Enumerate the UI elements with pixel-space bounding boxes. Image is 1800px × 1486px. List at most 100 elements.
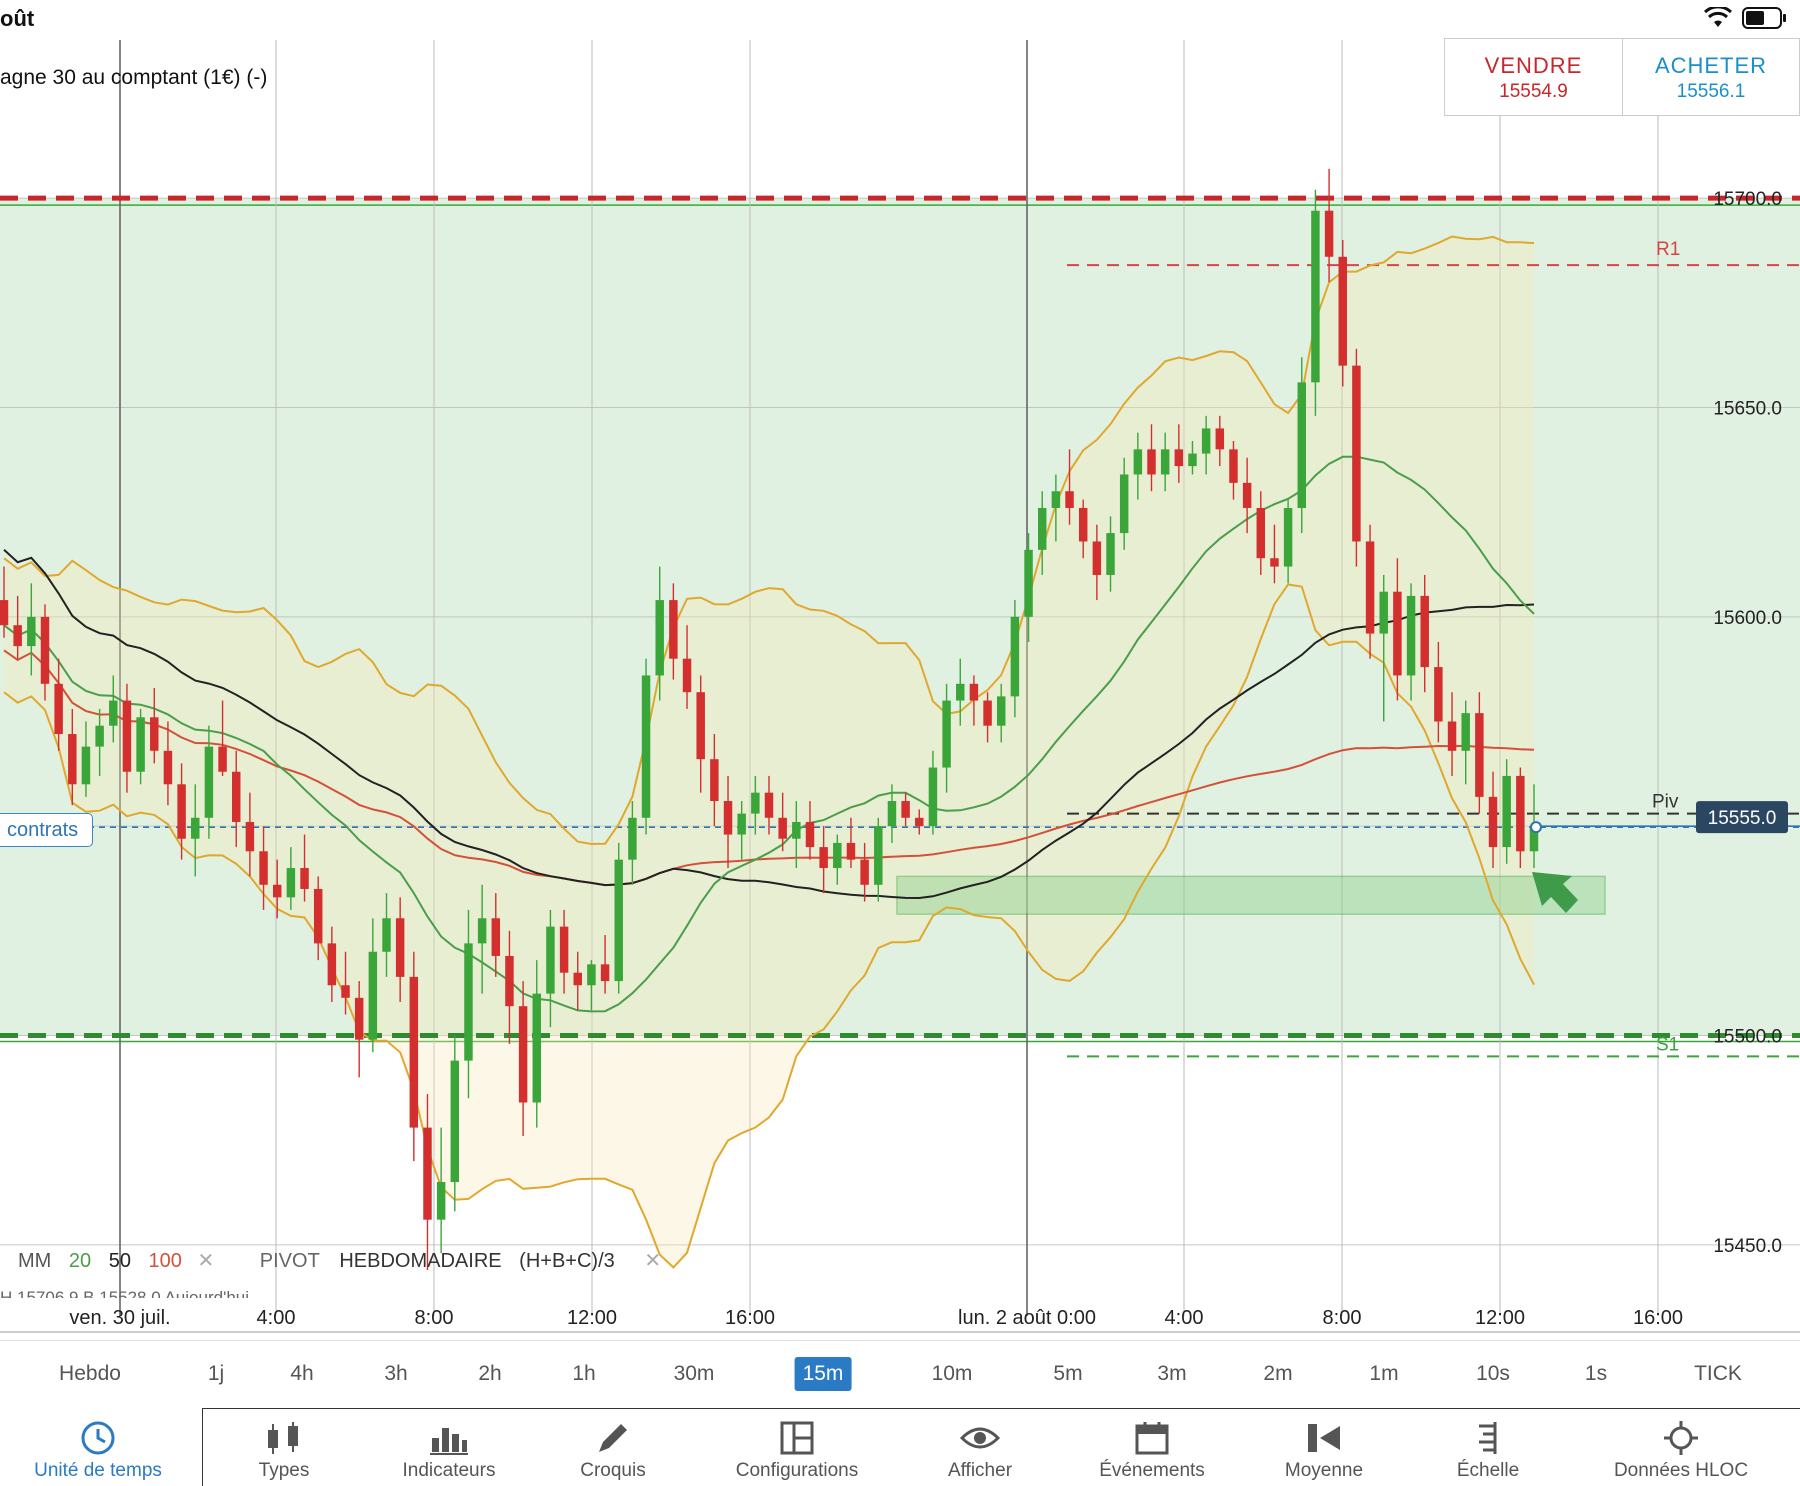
s1-label: S1 [1656, 1034, 1679, 1055]
buy-zone-box [896, 875, 1606, 915]
candle-down [1092, 541, 1102, 575]
timeframe-2h[interactable]: 2h [478, 1362, 502, 1385]
toolbar-pencil-button[interactable]: Croquis [523, 1420, 703, 1482]
x-axis-tick-label: 16:00 [725, 1307, 775, 1329]
candle-down [1324, 210, 1334, 257]
remove-pivot-close-icon[interactable]: ✕ [644, 1250, 662, 1272]
timeframe-3h[interactable]: 3h [384, 1362, 408, 1385]
candle-down [901, 801, 910, 818]
pivot-formula: (H+B+C)/3 [519, 1250, 615, 1272]
ma-100-label: 100 [148, 1250, 182, 1272]
candle-down [1270, 558, 1279, 567]
candles-icon [194, 1420, 374, 1456]
candle-up [751, 792, 760, 814]
candle-up [874, 826, 883, 885]
candle-down [1174, 449, 1184, 467]
ma-50-line [3, 549, 1535, 900]
candle-down [259, 851, 268, 885]
candle-up [833, 842, 842, 869]
candle-down [1447, 721, 1457, 751]
x-axis-tick-label: ven. 30 juil. [69, 1307, 170, 1329]
toolbar-candles-button[interactable]: Types [194, 1420, 374, 1482]
chart-canvas[interactable]: 15450.015500.015550.015600.015650.015700… [0, 0, 1800, 1340]
position-contracts-label: contrats [7, 819, 79, 841]
candle-down [723, 801, 733, 835]
timeframe-2m[interactable]: 2m [1263, 1362, 1293, 1385]
timeframe-10s[interactable]: 10s [1476, 1362, 1510, 1385]
candle-down [409, 976, 419, 1128]
buy-price: 15556.1 [1676, 81, 1746, 102]
last-price-marker [1530, 821, 1542, 834]
toolbar-label: Croquis [580, 1460, 646, 1481]
candle-up [655, 600, 664, 676]
timeframe-30m[interactable]: 30m [673, 1362, 715, 1385]
y-axis-tick-label: 15600.0 [1713, 608, 1782, 629]
toolbar-bar-chart-button[interactable]: Indicateurs [359, 1420, 539, 1482]
timeframe-3m[interactable]: 3m [1157, 1362, 1187, 1385]
hloc-readout: H 15706.9 B 15528.0 Aujourd'hui [0, 1288, 249, 1298]
candle-up [136, 717, 145, 772]
candle-down [54, 683, 63, 735]
toolbar-layout-button[interactable]: Configurations [707, 1420, 887, 1482]
candle-down [1434, 667, 1443, 722]
candle-up [1529, 826, 1539, 852]
timeframe-bar: Hebdo 1j 4h 3h 2h 1h 30m 15m 10m 5m 3m 2m 1m 10s 1s TIC… [0, 1340, 1800, 1407]
timeframe-1s[interactable]: 1s [1584, 1362, 1608, 1385]
x-axis-tick-label: 16:00 [1633, 1307, 1683, 1329]
candle-down [805, 821, 815, 848]
candle-down [150, 717, 159, 751]
candle-down [1393, 591, 1402, 676]
y-axis-tick-label: 15500.0 [1713, 1026, 1782, 1047]
candle-down [1516, 775, 1525, 852]
candle-up [1406, 595, 1416, 676]
timeframe-15m[interactable]: 15m [794, 1357, 852, 1391]
toolbar-label: Échelle [1456, 1460, 1520, 1481]
toolbar-label: Données HLOC [1613, 1460, 1749, 1481]
candle-down [600, 964, 610, 982]
toolbar-eye-button[interactable]: Afficher [890, 1420, 1070, 1482]
toolbar-calendar-button[interactable]: Événements [1062, 1420, 1242, 1482]
candle-down [300, 868, 309, 889]
candle-down [1352, 365, 1361, 542]
candle-down [313, 888, 323, 944]
candle-down [1488, 796, 1498, 848]
candle-up [996, 696, 1006, 726]
bollinger-lower [3, 583, 1535, 1269]
candle-down [559, 926, 569, 973]
toolbar-clock-button[interactable]: Unité de temps [8, 1420, 188, 1482]
candle-up [1283, 507, 1293, 567]
candle-down [846, 842, 856, 860]
candle-up [368, 951, 378, 1040]
candle-down [1256, 507, 1266, 559]
bottom-toolbar: Unité de temps Types Indicateurs Croquis Con… [0, 1408, 1800, 1486]
timeframe-1h[interactable]: 1h [572, 1362, 596, 1385]
sell-button[interactable]: VENDRE 15554.9 [1444, 38, 1623, 116]
timeframe-1m[interactable]: 1m [1369, 1362, 1399, 1385]
toolbar-label: Configurations [735, 1460, 859, 1481]
timeframe-1j[interactable]: 1j [207, 1362, 225, 1385]
x-axis-tick-label: 4:00 [1165, 1307, 1204, 1329]
candle-down [1229, 449, 1238, 483]
candle-up [792, 821, 801, 839]
price-tag-value: 15555.0 [1708, 808, 1777, 829]
remove-ma-close-icon[interactable]: ✕ [197, 1250, 215, 1272]
toolbar-scale-button[interactable]: Échelle [1398, 1420, 1578, 1482]
candle-up [1311, 210, 1320, 383]
candle-down [163, 750, 173, 785]
price-chart[interactable]: 15450.015500.015550.015600.015650.015700… [0, 0, 1800, 1340]
toolbar-crosshair-button[interactable]: Données HLOC [1591, 1420, 1771, 1482]
timeframe-5m[interactable]: 5m [1053, 1362, 1083, 1385]
timeframe-tick[interactable]: TICK [1694, 1362, 1742, 1385]
candle-down [218, 746, 227, 772]
candle-up [1010, 616, 1020, 697]
candle-down [696, 692, 705, 760]
candle-up [1024, 549, 1033, 617]
timeframe-hebdo[interactable]: Hebdo [59, 1362, 121, 1385]
timeframe-4h[interactable]: 4h [290, 1362, 314, 1385]
timeframe-10m[interactable]: 10m [931, 1362, 973, 1385]
toolbar-average-button[interactable]: Moyenne [1234, 1420, 1414, 1482]
position-contracts-tag[interactable]: contrats [0, 813, 94, 847]
candle-down [819, 847, 828, 869]
buy-button[interactable]: ACHETER 15556.1 [1622, 38, 1800, 116]
candle-down [423, 1127, 432, 1220]
